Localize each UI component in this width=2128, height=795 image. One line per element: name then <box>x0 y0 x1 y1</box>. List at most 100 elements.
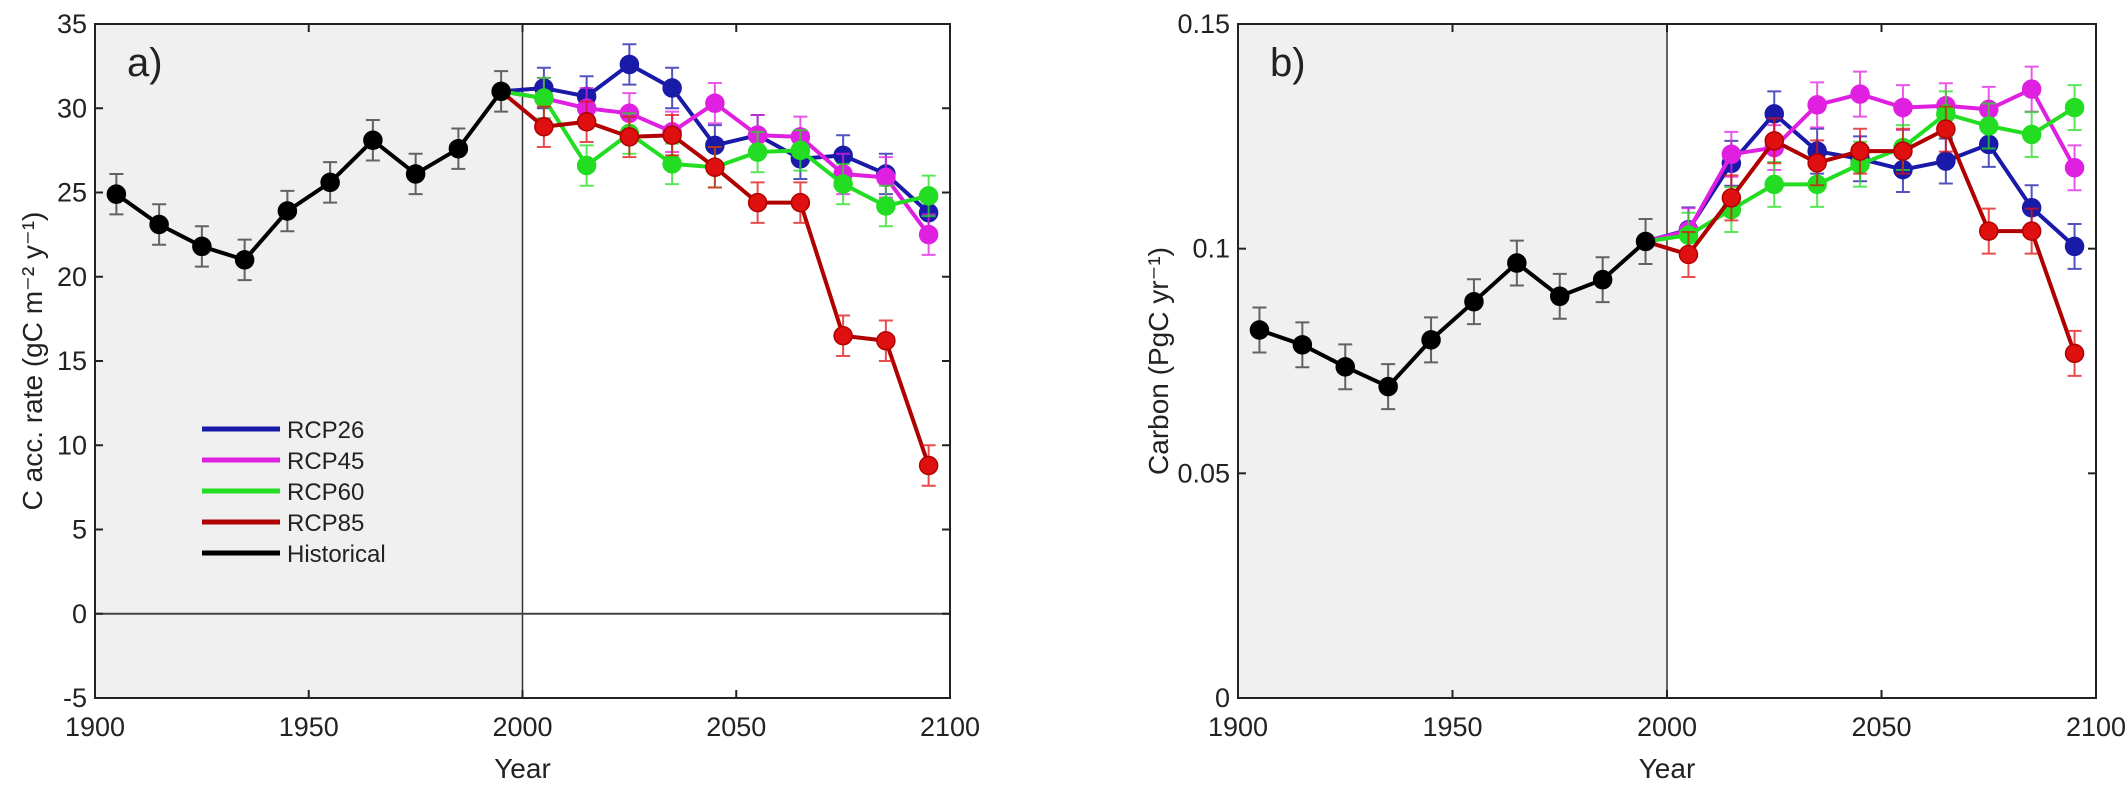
series-rcp26 <box>1645 90 2085 270</box>
data-point <box>1764 131 1784 151</box>
x-axis-label: Year <box>1639 753 1696 784</box>
data-point <box>1592 269 1613 290</box>
data-point <box>1850 84 1870 104</box>
data-point <box>534 88 554 108</box>
series-historical <box>1249 218 1656 411</box>
y-tick-label: 30 <box>57 93 87 123</box>
data-point <box>705 157 725 177</box>
data-point <box>277 201 298 221</box>
data-point <box>833 174 853 194</box>
data-point <box>2064 97 2085 118</box>
panel-b: 1900 1950 2000 2050 2100 0 0.05 0.1 0.15 Year Carb… <box>1143 9 2126 784</box>
data-point <box>1850 141 1870 161</box>
x-tick-label: 1950 <box>1422 712 1482 742</box>
data-point <box>1249 320 1270 340</box>
x-axis-label: Year <box>494 753 551 784</box>
data-point <box>876 331 896 351</box>
data-point <box>149 214 169 235</box>
data-point <box>1335 357 1355 377</box>
data-point <box>918 224 939 245</box>
data-point <box>1979 221 1999 241</box>
data-point <box>619 127 640 147</box>
y-tick-label: 0 <box>72 599 87 629</box>
data-point <box>1979 116 1999 136</box>
data-point <box>405 164 426 184</box>
data-point <box>619 54 640 75</box>
data-point <box>918 186 939 206</box>
data-point <box>234 250 255 270</box>
data-point <box>576 111 597 132</box>
data-point <box>106 184 127 204</box>
x-tick-label: 2050 <box>1851 712 1911 742</box>
data-point <box>1807 95 1827 115</box>
data-point <box>705 93 725 113</box>
data-point <box>2064 158 2085 178</box>
data-point <box>2064 236 2085 257</box>
y-tick-label: 15 <box>57 346 87 376</box>
panel-label: b) <box>1270 41 1306 85</box>
y-tick-label: 25 <box>57 178 87 208</box>
data-point <box>1893 141 1913 161</box>
x-tick-label: 1900 <box>1208 712 1268 742</box>
y-tick-label: -5 <box>63 683 87 713</box>
data-point <box>747 142 768 162</box>
data-point <box>2021 124 2042 145</box>
y-axis-label: C acc. rate (gC m⁻² y⁻¹) <box>17 212 48 511</box>
legend: RCP26 RCP45 RCP60 RCP85 Historical <box>202 417 386 568</box>
series-line <box>115 90 503 262</box>
data-point <box>1421 330 1441 350</box>
data-point <box>192 236 212 257</box>
data-point <box>2064 343 2085 364</box>
data-point <box>2021 79 2042 99</box>
data-point <box>747 192 768 213</box>
data-point <box>1507 253 1527 273</box>
data-point <box>1292 335 1313 355</box>
data-point <box>1721 144 1742 165</box>
data-point <box>1807 153 1827 173</box>
data-point <box>1893 97 1913 118</box>
legend-label: RCP85 <box>287 510 364 537</box>
y-tick-label: 0.05 <box>1177 458 1230 488</box>
x-tick-label: 1900 <box>65 712 125 742</box>
y-tick-label: 0.1 <box>1192 234 1230 264</box>
series-rcp85 <box>1644 105 2085 377</box>
data-point <box>320 172 340 193</box>
data-point <box>876 167 896 188</box>
x-tick-label: 1950 <box>279 712 339 742</box>
x-tick-label: 2100 <box>2066 712 2126 742</box>
data-point <box>790 192 811 213</box>
legend-label: Historical <box>287 541 386 568</box>
data-point <box>876 196 896 216</box>
y-tick-label: 0 <box>1215 683 1230 713</box>
panel-label: a) <box>127 41 163 85</box>
historical-shading <box>95 24 523 698</box>
data-point <box>662 125 682 145</box>
data-point <box>1378 376 1398 397</box>
x-tick-label: 2050 <box>706 712 766 742</box>
legend-label: RCP26 <box>287 417 364 444</box>
data-point <box>2021 221 2042 241</box>
data-point <box>448 138 469 159</box>
legend-label: RCP45 <box>287 448 364 475</box>
series-line <box>1258 239 1647 389</box>
y-tick-label: 35 <box>57 9 87 39</box>
data-point <box>363 130 383 151</box>
data-point <box>790 140 811 161</box>
series-rcp85 <box>499 89 939 487</box>
series-rcp26 <box>500 43 939 234</box>
data-point <box>534 117 554 137</box>
data-point <box>1678 244 1699 265</box>
data-point <box>491 81 511 102</box>
series-historical <box>106 70 511 282</box>
data-point <box>1635 231 1656 252</box>
data-point <box>1764 174 1784 195</box>
x-tick-label: 2000 <box>1637 712 1697 742</box>
data-point <box>1550 286 1570 307</box>
data-point <box>662 78 682 98</box>
data-point <box>1936 119 1956 139</box>
data-point <box>918 455 939 476</box>
x-tick-label: 2000 <box>492 712 552 742</box>
panel-a: 1900 1950 2000 2050 2100 -5 0 5 10 15 20 25 30 35 Year… <box>17 9 980 784</box>
y-tick-label: 10 <box>57 430 87 460</box>
